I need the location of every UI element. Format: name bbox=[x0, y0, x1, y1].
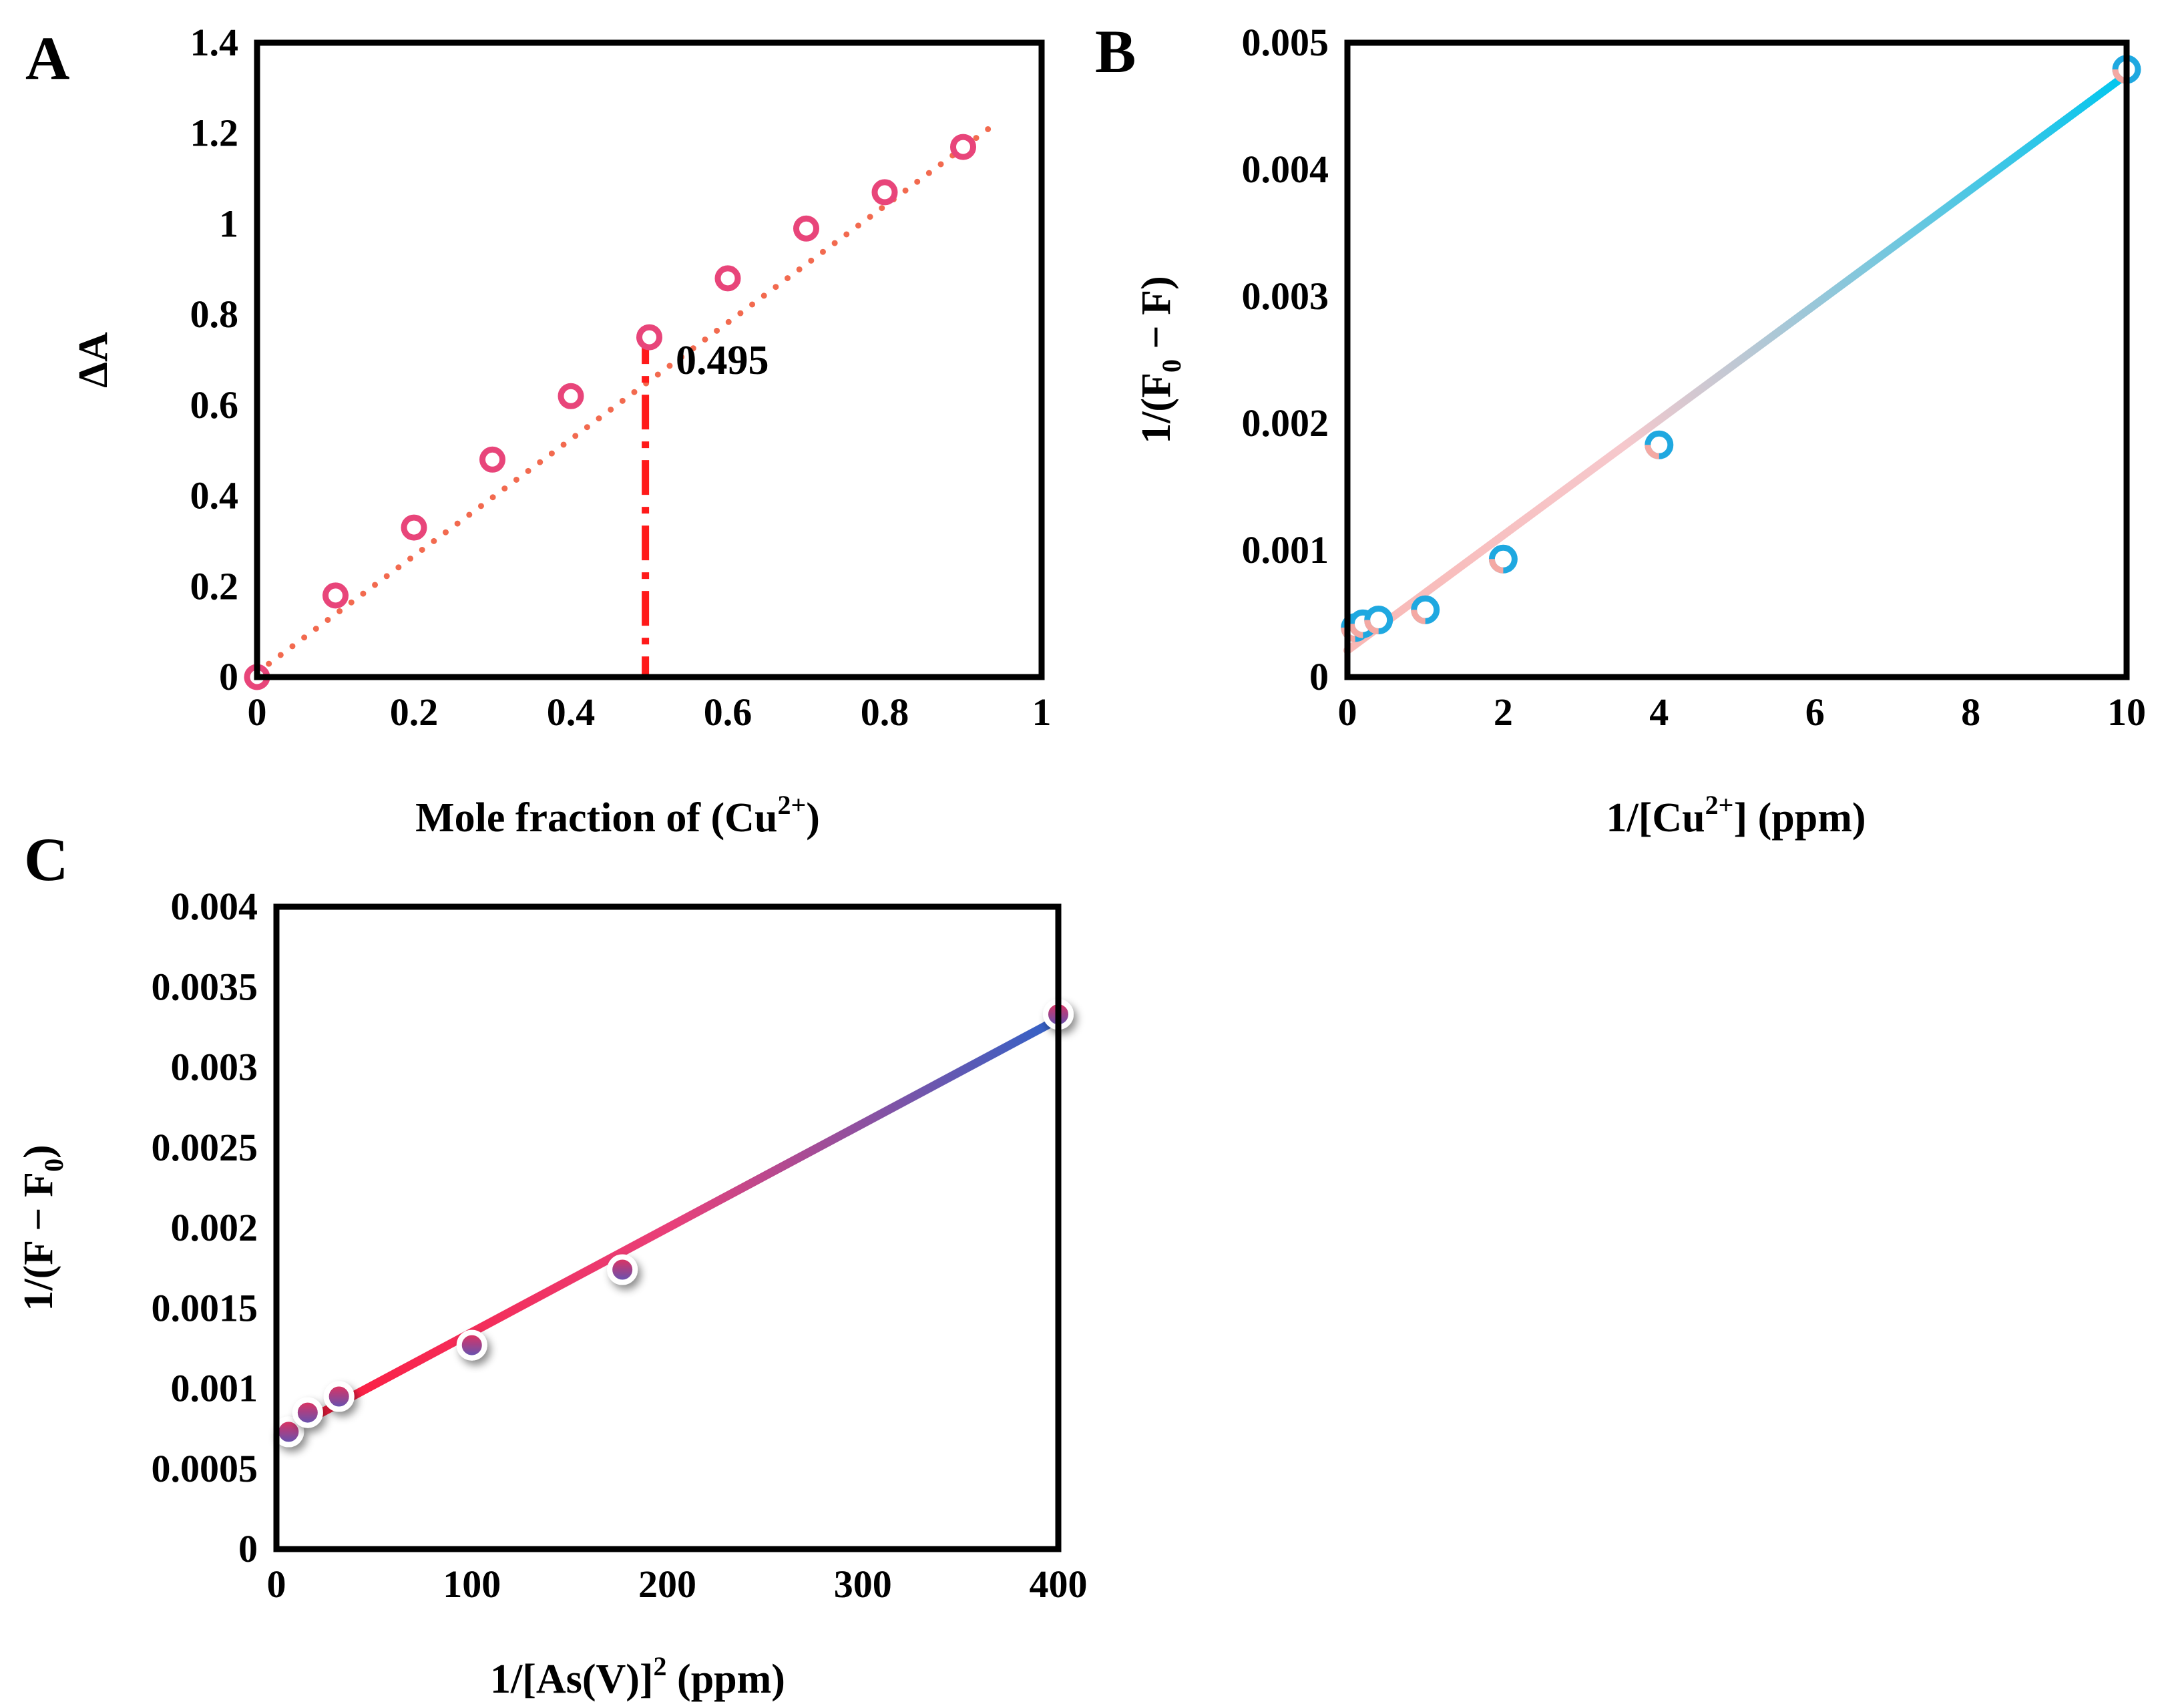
panel-a-y-tick-label: 1.4 bbox=[190, 21, 239, 64]
panel-a-data-point bbox=[479, 446, 505, 473]
panel-b-x-tick-label: 10 bbox=[2107, 690, 2146, 734]
panel-a-x-tick-label: 0.4 bbox=[547, 690, 596, 734]
panel-a-data-point bbox=[636, 324, 662, 351]
panel-c-frame bbox=[273, 903, 1062, 1552]
panel-b-marker-arc bbox=[1364, 620, 1379, 634]
panel-b-y-axis-title: 1/(F0 − F) bbox=[1134, 276, 1186, 444]
panel-a-y-tick-label: 0.2 bbox=[190, 564, 239, 608]
panel-a-x-tick-label: 0.8 bbox=[861, 690, 909, 734]
panel-b-data-point bbox=[1645, 430, 1674, 459]
panel-b-y-ticks: 0 0.001 0.002 0.003 0.004 0.005 bbox=[1242, 21, 1329, 698]
panel-a-y-tick-label: 1 bbox=[219, 202, 238, 245]
panel-c-x-tick-label: 100 bbox=[443, 1562, 501, 1606]
panel-b-y-tick-label: 0 bbox=[1309, 655, 1329, 698]
panel-a-y-tick-label: 1.2 bbox=[190, 112, 239, 155]
panel-c-y-tick-label: 0.003 bbox=[171, 1046, 258, 1089]
panel-c-x-ticks: 0 100 200 300 400 bbox=[267, 1562, 1088, 1606]
panel-a-y-axis-title: ΔA bbox=[71, 332, 116, 388]
panel-c-y-ticks: 0 0.0005 0.001 0.0015 0.002 0.0025 0.003 0.0035… bbox=[152, 885, 258, 1570]
panel-b-plot-area bbox=[1341, 55, 2141, 655]
panel-a-letter: A bbox=[25, 24, 69, 92]
panel-b-marker-arc bbox=[1488, 558, 1504, 574]
panel-c-y-tick-label: 0.0005 bbox=[152, 1447, 258, 1490]
panel-a-data-point bbox=[793, 215, 819, 242]
panel-c-x-tick-label: 300 bbox=[834, 1562, 892, 1606]
panel-b-trendline bbox=[1343, 70, 2131, 655]
panel-b-x-axis-title: 1/[Cu2+] (ppm) bbox=[1606, 790, 1866, 841]
panel-b-frame bbox=[1344, 39, 2130, 680]
panel-b-x-tick-label: 2 bbox=[1494, 690, 1513, 734]
panel-c-y-tick-label: 0.0035 bbox=[152, 965, 258, 1008]
panel-a-x-ticks: 0 0.2 0.4 0.6 0.8 1 bbox=[248, 690, 1052, 734]
panel-c-y-tick-label: 0 bbox=[238, 1527, 258, 1570]
panel-c-trendline bbox=[284, 1014, 1063, 1435]
panel-c-y-axis-title: 1/(F − F0) bbox=[16, 1144, 69, 1311]
panel-a-annotation: 0.495 bbox=[676, 338, 769, 383]
panel-b-letter: B bbox=[1095, 17, 1136, 85]
panel-c-y-tick-label: 0.0015 bbox=[152, 1286, 258, 1329]
panel-b-y-tick-label: 0.003 bbox=[1242, 274, 1329, 318]
panel-a-y-tick-label: 0 bbox=[219, 655, 238, 698]
panel-c: C 0 100 200 300 400 00.00050.0010.00150.0020… bbox=[16, 825, 1088, 1702]
panel-a-frame bbox=[254, 39, 1045, 680]
panel-c-x-tick-label: 400 bbox=[1030, 1562, 1088, 1606]
panel-a-y-tick-label: 0.8 bbox=[190, 292, 239, 336]
panel-b-marker-arc bbox=[1645, 444, 1660, 459]
panel-a-data-point bbox=[322, 582, 349, 609]
panel-a: A 0 0.2 0.4 0.6 0.8 1 0 0.2 0.4 0.6 0.8 1 1.2 1.4 Mo… bbox=[25, 21, 1052, 841]
panel-b-y-tick-label: 0.005 bbox=[1242, 21, 1329, 64]
panel-c-x-tick-label: 0 bbox=[267, 1562, 286, 1606]
panel-c-x-tick-label: 200 bbox=[638, 1562, 696, 1606]
panel-a-x-tick-label: 0.2 bbox=[390, 690, 439, 734]
panel-c-y-tick-label: 0.0025 bbox=[152, 1126, 258, 1169]
panel-b-x-tick-label: 0 bbox=[1338, 690, 1357, 734]
panel-b-y-tick-label: 0.001 bbox=[1242, 528, 1329, 572]
panel-c-y-tick-label: 0.004 bbox=[171, 885, 258, 928]
panel-a-data-point bbox=[950, 134, 976, 160]
panel-b-x-tick-label: 8 bbox=[1961, 690, 1980, 734]
panel-c-data-point bbox=[292, 1397, 323, 1428]
panel-a-y-tick-label: 0.6 bbox=[190, 383, 239, 427]
panel-a-y-ticks: 0 0.2 0.4 0.6 0.8 1 1.2 1.4 bbox=[190, 21, 239, 698]
panel-c-y-tick-label: 0.001 bbox=[171, 1367, 258, 1410]
panel-b-y-tick-label: 0.002 bbox=[1242, 401, 1329, 445]
panel-b-x-ticks: 0 2 4 6 8 10 bbox=[1338, 690, 2147, 734]
panel-c-data-point bbox=[323, 1381, 355, 1412]
panel-a-x-tick-label: 0 bbox=[248, 690, 267, 734]
panel-a-x-axis-title: Mole fraction of (Cu2+) bbox=[415, 790, 820, 841]
panel-a-data-point bbox=[714, 265, 741, 292]
panel-a-trendline bbox=[254, 121, 998, 676]
panel-b-marker-arc bbox=[1348, 623, 1363, 638]
panel-a-data-point bbox=[871, 179, 898, 206]
panel-b-data-point bbox=[1411, 595, 1440, 624]
panel-c-data-point bbox=[607, 1254, 638, 1285]
panel-c-data-point bbox=[456, 1329, 487, 1361]
panel-b-y-tick-label: 0.004 bbox=[1242, 148, 1329, 191]
panel-a-data-point bbox=[401, 514, 427, 541]
panel-c-x-axis-title: 1/[As(V)]2 (ppm) bbox=[490, 1651, 785, 1702]
panel-c-plot-area bbox=[273, 999, 1074, 1448]
panel-b: B 0 2 4 6 8 10 0 0.001 0.002 0.003 0.004 0.005 1/[… bbox=[1095, 17, 2146, 841]
panel-b-marker-arc bbox=[1411, 609, 1426, 624]
panel-b-data-point bbox=[1364, 606, 1393, 634]
panel-a-y-tick-label: 0.4 bbox=[190, 474, 239, 517]
panel-a-data-point bbox=[558, 383, 584, 409]
panel-b-x-tick-label: 4 bbox=[1649, 690, 1669, 734]
panel-c-letter: C bbox=[24, 825, 68, 893]
panel-c-y-tick-label: 0.002 bbox=[171, 1206, 258, 1249]
panel-a-x-tick-label: 1 bbox=[1032, 690, 1052, 734]
panel-b-x-tick-label: 6 bbox=[1805, 690, 1825, 734]
panel-a-plot-area bbox=[244, 121, 998, 690]
panel-b-data-point bbox=[1488, 544, 1518, 574]
panel-a-x-tick-label: 0.6 bbox=[704, 690, 752, 734]
